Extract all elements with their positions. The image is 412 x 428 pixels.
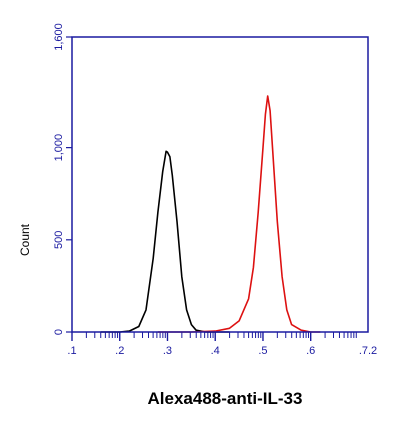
series-line-1 <box>100 150 230 333</box>
axis-ticks <box>66 36 357 341</box>
x-tick-label: .3 <box>163 345 172 357</box>
x-tick-label: .5 <box>258 345 267 357</box>
x-tick-label: .6 <box>306 345 315 357</box>
x-tick-label: .1 <box>67 345 76 357</box>
y-axis-title: Count <box>18 223 32 256</box>
x-tick-label: .7.2 <box>359 345 377 357</box>
y-tick-label: 0 <box>53 329 65 335</box>
y-tick-labels: 0 500 1,000 1,600 <box>53 23 65 335</box>
series-line-2 <box>157 95 321 333</box>
y-tick-label: 1,600 <box>53 23 65 51</box>
y-tick-label: 1,000 <box>53 134 65 162</box>
series-layer <box>100 95 321 333</box>
x-tick-label: .2 <box>115 345 124 357</box>
x-tick-label: .4 <box>211 345 220 357</box>
x-tick-labels: .1 .2 .3 .4 .5 .6 .7.2 <box>67 345 377 357</box>
y-tick-label: 500 <box>53 231 65 249</box>
x-axis-title: Alexa488-anti-IL-33 <box>148 389 303 408</box>
plot-frame <box>71 36 369 333</box>
